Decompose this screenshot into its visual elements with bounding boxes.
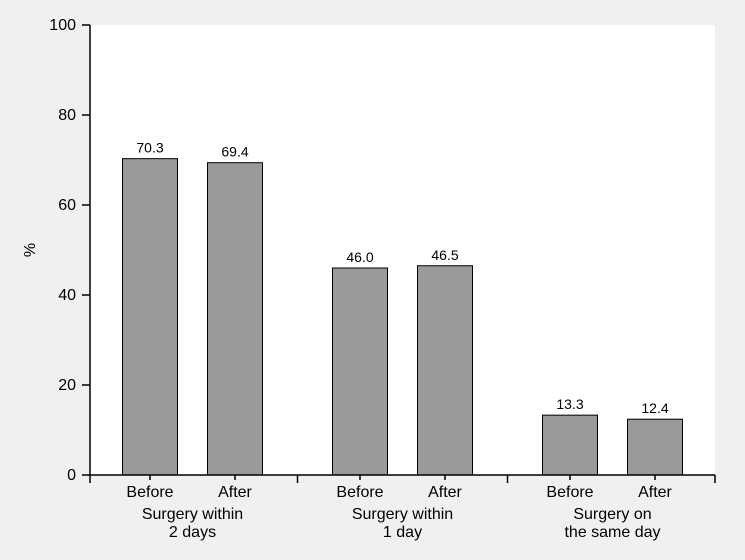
- bar: [333, 268, 388, 475]
- bar: [543, 415, 598, 475]
- y-tick-label: 100: [49, 17, 76, 34]
- bar-sub-label: Before: [126, 484, 173, 501]
- y-tick-label: 0: [67, 467, 76, 484]
- bar-chart: 70.3 Before 69.4 After 46.0 Before 46.5 After 13…: [0, 0, 745, 560]
- group-label: Surgery on: [573, 506, 651, 523]
- y-tick-label: 40: [58, 287, 76, 304]
- bar: [628, 419, 683, 475]
- bar: [208, 163, 263, 475]
- y-tick-label: 60: [58, 197, 76, 214]
- group-label: Surgery within: [142, 506, 243, 523]
- bar-value-label: 69.4: [221, 144, 248, 160]
- bar: [418, 266, 473, 475]
- bar-sub-label: After: [638, 484, 672, 501]
- bar: [123, 159, 178, 475]
- plot-bg: [90, 25, 715, 475]
- y-tick-label: 20: [58, 377, 76, 394]
- y-tick-label: 80: [58, 107, 76, 124]
- bar-sub-label: After: [428, 484, 462, 501]
- bar-value-label: 46.5: [431, 247, 458, 263]
- bar-value-label: 70.3: [136, 140, 163, 156]
- group-label: 2 days: [169, 524, 216, 541]
- y-axis-label: %: [22, 243, 39, 257]
- bar-sub-label: Before: [546, 484, 593, 501]
- bar-value-label: 12.4: [641, 400, 668, 416]
- group-label: the same day: [564, 524, 660, 541]
- bar-value-label: 46.0: [346, 249, 373, 265]
- group-label: Surgery within: [352, 506, 453, 523]
- bar-sub-label: Before: [336, 484, 383, 501]
- group-label: 1 day: [383, 524, 422, 541]
- chart-container: 70.3 Before 69.4 After 46.0 Before 46.5 After 13…: [0, 0, 745, 560]
- bar-sub-label: After: [218, 484, 252, 501]
- bar-value-label: 13.3: [556, 396, 583, 412]
